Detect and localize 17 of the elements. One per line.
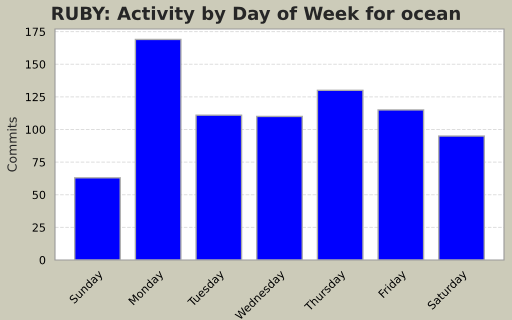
- y-tick-label: 150: [26, 60, 46, 69]
- bar: [74, 177, 121, 260]
- bar: [377, 109, 424, 260]
- y-tick-label: 50: [32, 190, 46, 200]
- bar: [134, 38, 182, 260]
- y-tick-label: 25: [32, 223, 45, 232]
- bar: [316, 90, 364, 260]
- chart-title: RUBY: Activity by Day of Week for ocean: [52, 6, 460, 24]
- y-tick-label: 75: [32, 158, 45, 166]
- bar: [438, 135, 485, 260]
- y-tick-label: 0: [40, 256, 46, 264]
- y-tick-label: 125: [26, 92, 45, 102]
- bar: [195, 114, 242, 260]
- y-axis-title: Commits: [7, 117, 17, 172]
- bar: [256, 116, 303, 260]
- y-tick-label: 175: [26, 28, 45, 36]
- y-tick-label: 100: [26, 125, 46, 134]
